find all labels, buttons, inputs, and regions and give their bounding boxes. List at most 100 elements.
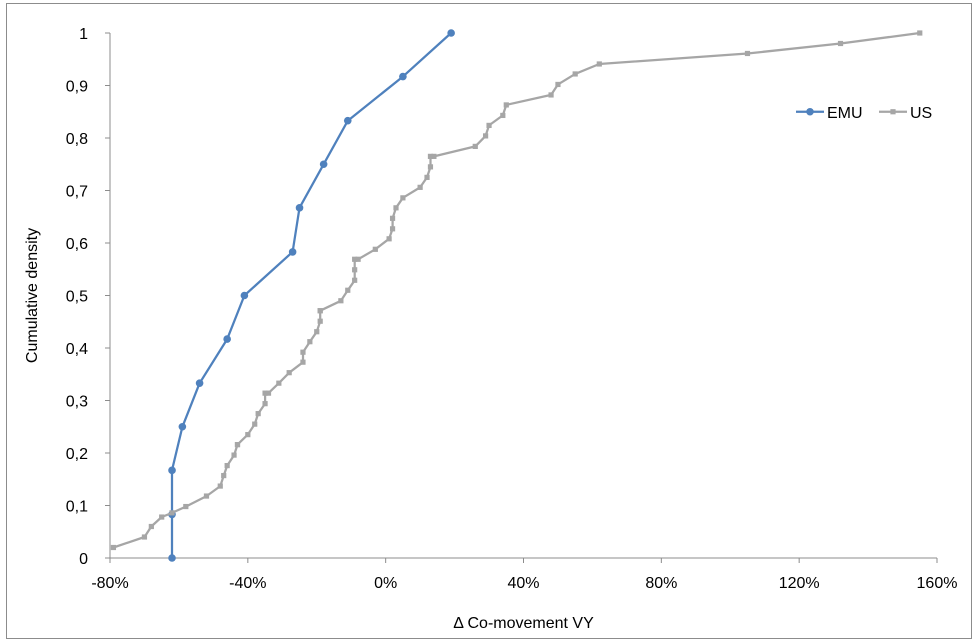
legend-item-emu: EMU: [796, 105, 863, 122]
y-tick-label: 0,4: [66, 341, 88, 358]
data-point: [223, 335, 231, 343]
data-point: [355, 256, 361, 262]
data-point: [231, 452, 237, 458]
data-point: [262, 390, 268, 396]
data-point: [572, 71, 578, 77]
y-axis-title: Cumulative density: [24, 228, 41, 363]
series-emu: [168, 29, 455, 562]
data-point: [159, 514, 165, 520]
y-tick-label: 0,1: [66, 499, 88, 516]
data-point: [295, 204, 304, 212]
data-point: [427, 153, 434, 159]
x-tick-label: -80%: [91, 575, 128, 592]
data-point: [300, 349, 306, 355]
x-tick-label: 120%: [779, 575, 820, 592]
series-us: [110, 30, 923, 551]
data-point: [319, 160, 328, 169]
y-tick-label: 0,9: [66, 79, 88, 96]
data-point: [141, 534, 148, 540]
legend-label: US: [910, 105, 932, 122]
data-point: [286, 370, 292, 376]
axes: [105, 32, 938, 563]
data-point: [400, 195, 406, 201]
data-point: [917, 30, 923, 36]
data-point: [352, 267, 358, 273]
data-point: [503, 102, 509, 108]
data-point: [110, 544, 117, 551]
data-point: [178, 422, 187, 431]
data-point: [386, 236, 392, 242]
x-axis-title: Δ Co-movement VY: [453, 615, 594, 632]
data-point: [245, 432, 251, 438]
data-point: [234, 442, 241, 448]
data-point: [314, 329, 320, 335]
data-point: [417, 184, 423, 190]
data-point: [372, 246, 378, 252]
data-point: [343, 116, 352, 125]
data-point: [240, 291, 249, 300]
series-line-emu: [170, 32, 452, 558]
x-tick-label: 0%: [374, 575, 397, 592]
data-point: [486, 122, 492, 128]
data-point: [288, 248, 297, 256]
data-point: [393, 205, 399, 211]
y-tick-label: 1: [79, 26, 88, 43]
data-point: [399, 72, 407, 81]
y-tick-label: 0,7: [66, 184, 88, 201]
data-point: [169, 510, 175, 516]
data-point: [168, 554, 176, 562]
chart-frame: 0 0,1 0,2 0,3 0,4 0,5 0,6 0,7 0,8 0,9 1 -80% -40% 0% 4…: [6, 3, 972, 639]
data-point: [203, 493, 210, 499]
data-point: [596, 61, 602, 67]
y-tick-label: 0,2: [66, 446, 88, 463]
legend-label: EMU: [827, 105, 863, 122]
data-point: [424, 174, 430, 180]
x-tick-label: 80%: [645, 575, 677, 592]
data-point: [252, 421, 258, 427]
data-point: [255, 411, 261, 417]
y-tick-label: 0,3: [66, 394, 88, 411]
legend-marker: [890, 109, 896, 115]
data-point: [744, 50, 751, 57]
series-line-us: [113, 31, 920, 549]
data-point: [345, 287, 351, 293]
cumulative-density-chart: 0 0,1 0,2 0,3 0,4 0,5 0,6 0,7 0,8 0,9 1 -80% -40% 0% 4…: [24, 26, 958, 632]
legend-item-us: US: [879, 105, 932, 122]
data-point: [195, 379, 204, 387]
data-point: [338, 298, 344, 304]
data-point: [262, 401, 268, 407]
data-point: [472, 143, 478, 149]
data-point: [183, 503, 189, 510]
legend-marker: [806, 107, 814, 116]
data-point: [389, 215, 396, 221]
data-point: [447, 29, 455, 37]
data-point: [352, 277, 358, 283]
y-tick-label: 0,6: [66, 236, 88, 253]
data-point: [317, 318, 323, 324]
data-point: [307, 339, 313, 345]
data-point: [300, 359, 306, 365]
legend: EMU US: [796, 105, 932, 122]
series-layer: [110, 29, 923, 562]
data-point: [168, 466, 176, 475]
y-tick-label: 0,8: [66, 131, 88, 148]
data-point: [148, 523, 154, 530]
data-point: [548, 92, 554, 98]
x-tick-label: 40%: [507, 575, 539, 592]
data-point: [500, 112, 506, 119]
data-point: [352, 256, 358, 262]
x-tick-label: -40%: [229, 575, 266, 592]
data-point: [317, 308, 323, 314]
data-point: [837, 40, 844, 47]
data-point: [217, 483, 223, 489]
data-point: [224, 463, 230, 469]
x-tick-label: 160%: [917, 575, 958, 592]
data-point: [265, 390, 272, 396]
data-point: [389, 226, 396, 232]
data-point: [427, 164, 434, 170]
data-point: [221, 472, 227, 479]
data-point: [555, 81, 561, 88]
y-tick-label: 0,5: [66, 289, 88, 306]
data-point: [276, 380, 282, 386]
data-point: [482, 133, 489, 139]
